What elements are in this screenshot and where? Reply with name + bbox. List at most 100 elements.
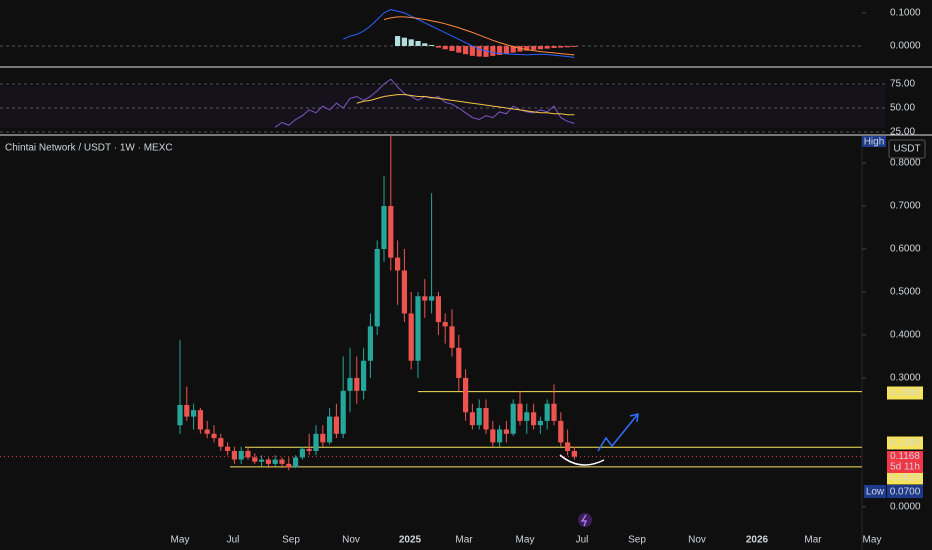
macd-histogram-bar (544, 45, 550, 49)
y-tick-label: 0.6000 (890, 244, 921, 255)
candle-body (272, 459, 278, 464)
low-label: Low (866, 487, 885, 498)
annotation-arrow (597, 413, 639, 452)
candle-body (388, 206, 394, 258)
candle-body (422, 296, 428, 301)
level-tag (887, 386, 923, 400)
macd-histogram-bar (510, 45, 516, 53)
candle-body (218, 438, 224, 447)
low-value: 0.0700 (890, 487, 921, 498)
candle-body (293, 457, 299, 468)
x-tick-label: Jul (227, 535, 240, 546)
macd-histogram-bar (469, 45, 475, 56)
macd-histogram-bar (401, 37, 407, 46)
macd-histogram-bar (537, 45, 543, 50)
event-icon-bolt (580, 514, 587, 527)
candle-body (286, 463, 292, 468)
macd-histogram-bar (463, 45, 469, 55)
macd-histogram-bar (476, 45, 482, 57)
candle-body (306, 448, 312, 451)
candle-body (381, 206, 387, 250)
candle-body (197, 410, 203, 430)
rsi-band (0, 86, 885, 128)
macd-histogram-bar (422, 43, 428, 46)
x-tick-label: Nov (342, 535, 360, 546)
macd-histogram-bar (524, 45, 530, 51)
macd-histogram-bar (442, 45, 448, 50)
macd-histogram-bar (571, 45, 577, 47)
countdown-label: 5d 11h (890, 462, 920, 473)
x-tick-label: Mar (804, 535, 822, 546)
candle-body (456, 347, 462, 378)
x-tick-label: May (516, 535, 535, 546)
x-tick-label: May (863, 535, 882, 546)
candle-body (449, 326, 455, 348)
candle-body (313, 433, 319, 451)
candle-body (177, 404, 183, 426)
candle-body (497, 429, 503, 443)
high-tag (862, 136, 886, 147)
macd-histogram-bar (551, 45, 557, 48)
candle-body (524, 412, 530, 421)
candle-body (503, 429, 509, 434)
candle-body (259, 459, 265, 462)
candle-body (565, 442, 571, 451)
candle-body (551, 403, 557, 421)
candle-body (510, 403, 516, 434)
y-tick-label: 0.8000 (890, 158, 921, 169)
currency[interactable]: USDT (893, 144, 920, 155)
last-price-label: 0.1168 (890, 451, 920, 462)
currency-box[interactable] (888, 139, 926, 159)
rsi-tick-label: 50.00 (890, 103, 915, 114)
candle-body (537, 420, 543, 426)
candle-body (299, 448, 305, 458)
candle-body (320, 433, 326, 443)
candle-body (374, 249, 380, 327)
macd-histogram-bar (429, 44, 435, 46)
macd-histogram-bar (503, 45, 509, 54)
candle-body (463, 377, 469, 413)
macd-histogram-bar (531, 45, 537, 50)
y-tick-label: 0.4000 (890, 330, 921, 341)
candle-body (544, 403, 550, 421)
candle-body (367, 326, 373, 361)
high-label: High (864, 137, 885, 148)
candle-body (531, 412, 537, 426)
signal-line (383, 16, 575, 56)
last-price-tag (887, 451, 923, 473)
low-value-tag (887, 485, 923, 498)
x-tick-label: Jul (576, 535, 589, 546)
chart-title: Chintai Network / USDT · 1W · MEXC (5, 143, 173, 154)
level-tag (887, 436, 923, 450)
candle-body (225, 446, 231, 451)
macd-line (342, 9, 575, 59)
candle-body (469, 412, 475, 426)
macd-tick-label: 0.0000 (890, 41, 921, 52)
candle-body (361, 360, 367, 391)
candle-body (279, 459, 285, 464)
candle-body (327, 416, 333, 443)
macd-histogram-bar (558, 45, 564, 48)
event-icon[interactable] (578, 513, 592, 527)
candle-body (354, 377, 360, 391)
candle-body (558, 420, 564, 443)
candle-body (395, 257, 401, 271)
macd-histogram-bar (497, 45, 503, 55)
candle-body (571, 450, 577, 457)
candle-body (483, 408, 489, 430)
candle-body (265, 459, 271, 464)
y-tick-label: 0.3000 (890, 373, 921, 384)
y-tick-label: 0.7000 (890, 201, 921, 212)
x-tick-label: Mar (455, 535, 473, 546)
x-tick-label: May (171, 535, 190, 546)
x-tick-label: 2025 (399, 535, 422, 546)
rsi-tick-label: 75.00 (890, 79, 915, 90)
candle-body (415, 296, 421, 361)
x-tick-label: Sep (628, 535, 646, 546)
candle-body (252, 457, 258, 462)
candle-body (333, 416, 339, 434)
candle-body (347, 377, 353, 391)
marks: 0.8000 0.7000 0.6000 0.5000 0.4000 0.3000 0.00… (0, 8, 923, 546)
